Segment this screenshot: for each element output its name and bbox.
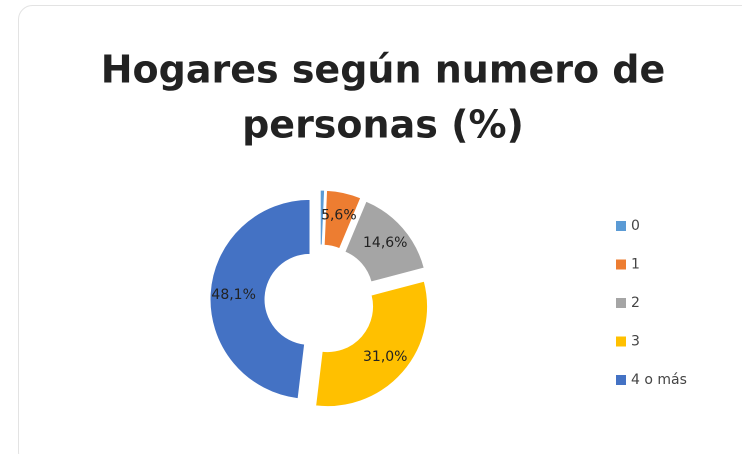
data-label: 31,0% (363, 349, 407, 365)
slice (315, 280, 429, 407)
legend-label: 3 (631, 334, 640, 350)
legend-label: 0 (631, 218, 640, 234)
legend-swatch (616, 221, 626, 231)
slice (323, 189, 362, 250)
legend-label: 1 (631, 257, 640, 273)
legend-swatch (616, 375, 626, 385)
legend-swatch (616, 298, 626, 308)
legend-label: 4 o más (631, 372, 687, 388)
data-label: 14,6% (363, 235, 407, 251)
slice (344, 200, 425, 283)
legend-label: 2 (631, 295, 640, 311)
data-label: 48,1% (211, 287, 255, 303)
legend-swatch (616, 259, 626, 270)
data-label: 5,6% (321, 208, 357, 224)
chart-title: personas (%) (242, 103, 524, 147)
chart-title: Hogares según numero de (101, 48, 666, 92)
slice (319, 189, 326, 246)
slice (209, 198, 311, 400)
legend-swatch (616, 336, 626, 347)
